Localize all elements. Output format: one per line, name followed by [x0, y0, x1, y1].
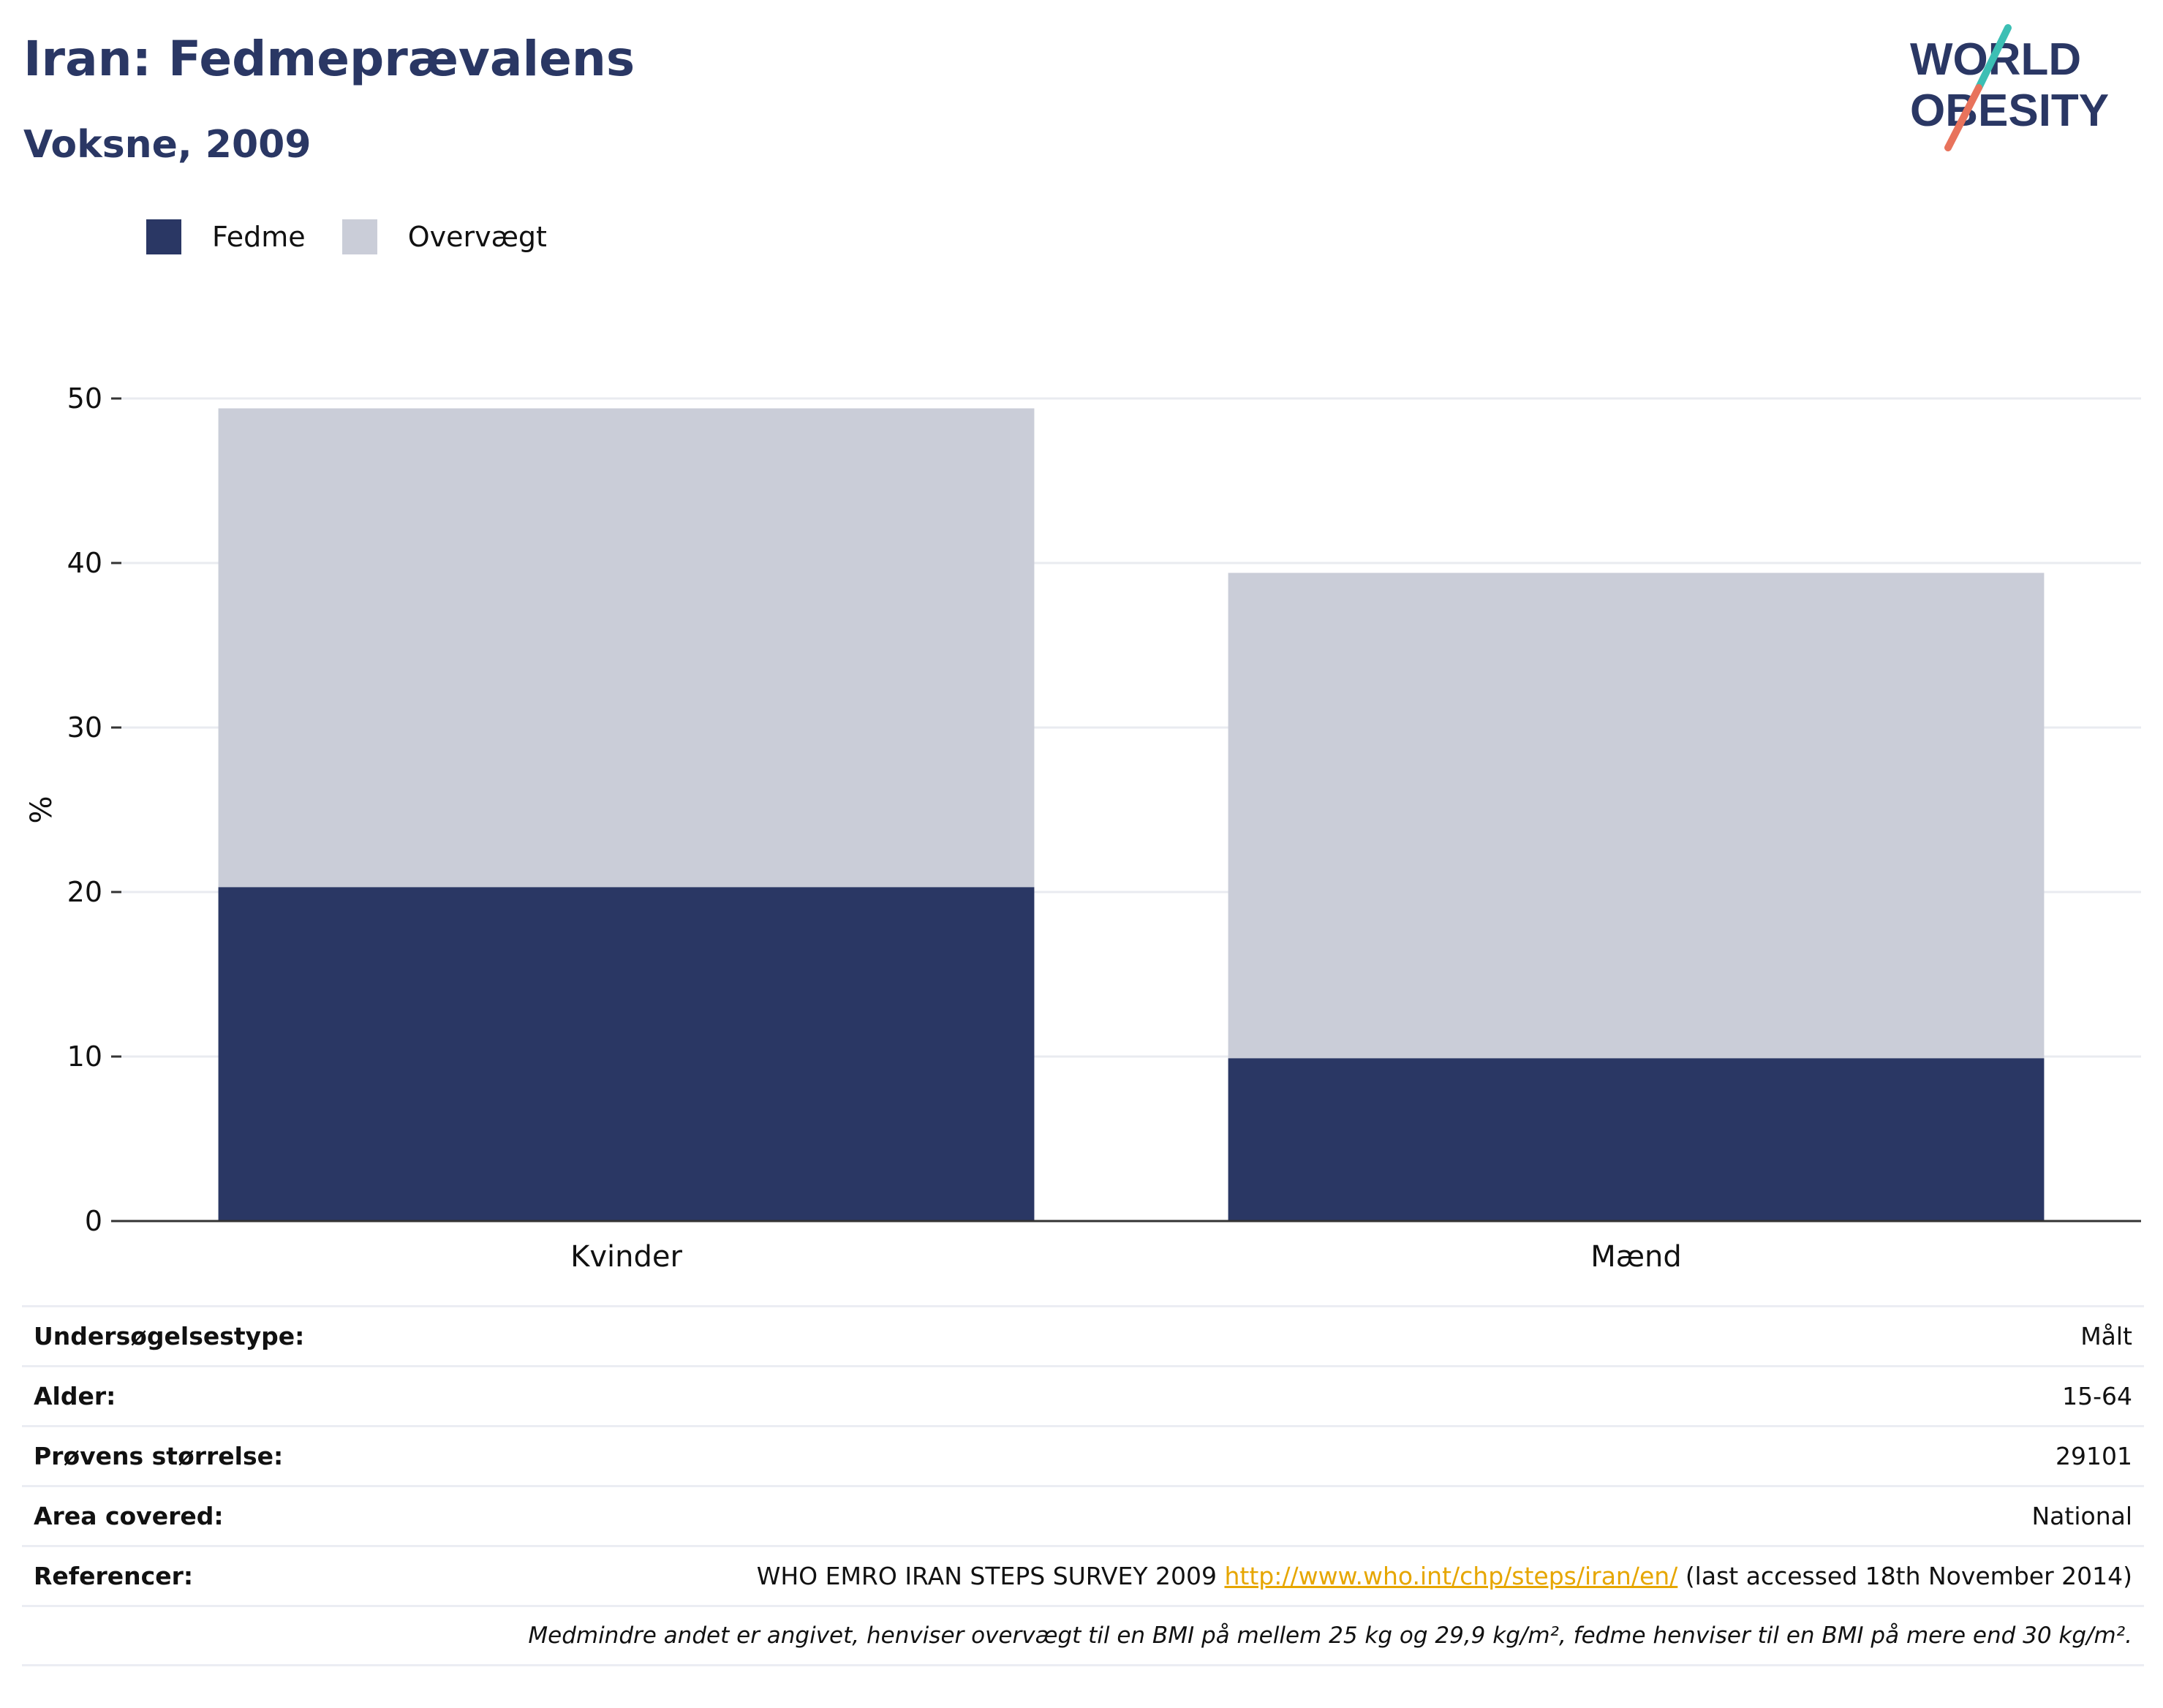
- meta-label: Referencer:: [34, 1562, 194, 1590]
- meta-row-sample-size: Prøvens størrelse: 29101: [22, 1425, 2144, 1485]
- y-axis-label: %: [25, 796, 58, 823]
- meta-row-survey-type: Undersøgelsestype: Målt: [22, 1305, 2144, 1365]
- meta-label: Undersøgelsestype:: [34, 1322, 305, 1350]
- x-tick-label: Kvinder: [570, 1240, 682, 1274]
- legend-item-overvaegt[interactable]: Overvægt: [341, 219, 547, 254]
- reference-link[interactable]: http://www.who.int/chp/steps/iran/en/: [1224, 1562, 1678, 1590]
- meta-row-references: Referencer: WHO EMRO IRAN STEPS SURVEY 2…: [22, 1545, 2144, 1605]
- svg-text:OBESITY: OBESITY: [1910, 86, 2109, 136]
- bar-fedme: [1228, 1058, 2045, 1221]
- reference-value: WHO EMRO IRAN STEPS SURVEY 2009 http://w…: [757, 1562, 2132, 1590]
- bars: [218, 408, 2045, 1221]
- meta-row-area-covered: Area covered: National: [22, 1485, 2144, 1545]
- meta-row-age: Alder: 15-64: [22, 1365, 2144, 1425]
- legend-item-fedme[interactable]: Fedme: [146, 219, 306, 254]
- chart-legend: Fedme Overvægt: [146, 216, 584, 258]
- x-tick-label: Mænd: [1590, 1240, 1682, 1274]
- meta-value: 29101: [2056, 1442, 2132, 1470]
- reference-source: WHO EMRO IRAN STEPS SURVEY 2009: [756, 1562, 1217, 1590]
- page-title: Iran: Fedmeprævalens: [23, 31, 635, 87]
- meta-value: National: [2031, 1502, 2132, 1530]
- y-tick-label: 50: [67, 382, 102, 415]
- page-subtitle: Voksne, 2009: [23, 123, 312, 167]
- reference-accessed: (last accessed 18th November 2014): [1685, 1562, 2132, 1590]
- meta-value: 15-64: [2062, 1382, 2132, 1410]
- y-tick-label: 30: [67, 711, 102, 744]
- bar-overvægt: [218, 408, 1035, 888]
- survey-metadata-table: Undersøgelsestype: Målt Alder: 15-64 Prø…: [22, 1305, 2144, 1666]
- legend-label-fedme: Fedme: [212, 221, 306, 253]
- meta-label: Prøvens størrelse:: [34, 1442, 284, 1470]
- stacked-bar-chart: 0 10 20 30 40 50% Kvinder Mænd: [25, 382, 2141, 1274]
- bar-fedme: [218, 887, 1035, 1221]
- legend-swatch-fedme: [146, 219, 181, 254]
- bar-overvægt: [1228, 573, 2045, 1059]
- meta-label: Area covered:: [34, 1502, 224, 1530]
- y-tick-label: 10: [67, 1040, 102, 1073]
- meta-label: Alder:: [34, 1382, 116, 1410]
- y-tick-label: 40: [67, 547, 102, 579]
- world-obesity-logo: WORLD OBESITY: [1910, 24, 2109, 151]
- legend-swatch-overvaegt: [341, 219, 377, 254]
- legend-label-overvaegt: Overvægt: [407, 221, 547, 253]
- y-tick-label: 0: [85, 1205, 102, 1237]
- y-tick-label: 20: [67, 876, 102, 908]
- bmi-footnote: Medmindre andet er angivet, henviser ove…: [22, 1605, 2144, 1666]
- meta-value: Målt: [2080, 1322, 2132, 1350]
- axes: 0 10 20 30 40 50% Kvinder Mænd: [25, 382, 2141, 1274]
